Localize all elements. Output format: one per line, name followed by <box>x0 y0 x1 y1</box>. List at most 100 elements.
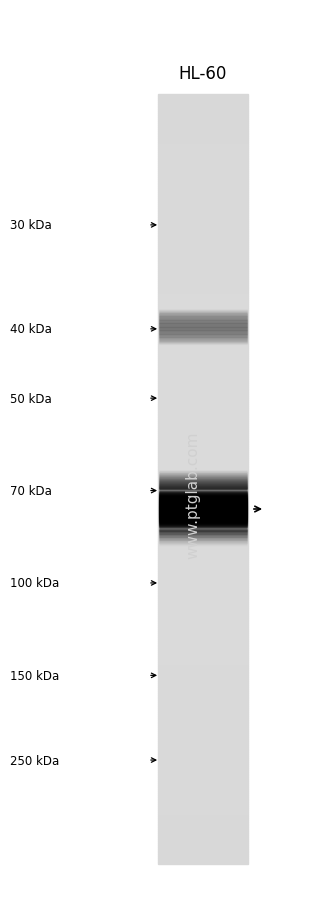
Bar <box>158 462 248 465</box>
Bar <box>158 722 248 723</box>
Bar <box>158 528 248 529</box>
Bar <box>158 526 248 528</box>
Bar <box>158 162 248 164</box>
Bar <box>158 141 248 143</box>
Bar <box>158 805 248 806</box>
Bar <box>158 618 248 620</box>
Bar <box>158 241 248 243</box>
Bar <box>158 514 248 516</box>
Bar <box>158 739 248 741</box>
Bar <box>158 273 248 276</box>
Bar <box>158 278 248 280</box>
Bar <box>158 852 248 854</box>
Bar <box>158 856 248 859</box>
Bar <box>158 791 248 793</box>
Bar <box>158 732 248 733</box>
Bar <box>158 208 248 210</box>
Bar <box>158 226 248 227</box>
Bar <box>158 539 248 541</box>
Bar <box>158 227 248 229</box>
Bar <box>158 550 248 553</box>
Text: 70 kDa: 70 kDa <box>10 484 52 498</box>
Bar <box>158 574 248 575</box>
Bar <box>158 762 248 764</box>
Bar <box>158 322 248 324</box>
Bar <box>158 591 248 593</box>
Bar <box>158 237 248 239</box>
Bar <box>158 803 248 805</box>
Bar <box>158 594 248 597</box>
Bar <box>158 779 248 781</box>
Bar <box>158 105 248 106</box>
Bar <box>158 647 248 649</box>
Bar <box>158 766 248 768</box>
Bar <box>158 220 248 222</box>
Bar <box>158 389 248 391</box>
Bar <box>158 614 248 616</box>
Bar <box>158 262 248 264</box>
Bar <box>158 316 248 318</box>
Bar <box>158 824 248 825</box>
Bar <box>158 188 248 189</box>
Bar <box>158 222 248 224</box>
Bar <box>158 375 248 378</box>
Bar <box>158 358 248 360</box>
Text: 250 kDa: 250 kDa <box>10 754 59 767</box>
Bar <box>158 166 248 168</box>
Bar <box>158 845 248 847</box>
Bar <box>158 570 248 572</box>
Bar <box>158 749 248 750</box>
Bar <box>158 837 248 839</box>
Bar <box>158 616 248 618</box>
Bar <box>158 210 248 212</box>
Bar <box>158 397 248 399</box>
Bar <box>158 429 248 431</box>
Bar <box>158 499 248 501</box>
Bar <box>158 676 248 677</box>
Bar <box>158 509 248 511</box>
Bar <box>158 198 248 200</box>
Bar <box>158 796 248 798</box>
Bar <box>158 816 248 818</box>
Bar <box>158 585 248 587</box>
Bar <box>158 235 248 237</box>
Bar <box>158 261 248 262</box>
Bar <box>158 652 248 655</box>
Bar <box>158 118 248 120</box>
Bar <box>158 835 248 837</box>
Bar <box>158 161 248 162</box>
Bar <box>158 798 248 801</box>
Bar <box>158 564 248 566</box>
Bar <box>158 95 248 97</box>
Bar <box>158 649 248 650</box>
Bar <box>158 495 248 497</box>
Bar <box>158 621 248 623</box>
Bar <box>158 351 248 353</box>
Bar <box>158 334 248 336</box>
Bar <box>158 191 248 193</box>
Bar <box>158 695 248 696</box>
Bar <box>158 327 248 329</box>
Bar <box>158 599 248 601</box>
Bar <box>158 345 248 346</box>
Bar <box>158 723 248 725</box>
Bar <box>158 372 248 373</box>
Bar <box>158 789 248 791</box>
Bar <box>158 431 248 433</box>
Bar <box>158 713 248 714</box>
Bar <box>158 149 248 151</box>
Bar <box>158 670 248 672</box>
Bar <box>158 568 248 570</box>
Bar <box>158 112 248 115</box>
Bar <box>158 628 248 630</box>
Bar <box>158 326 248 327</box>
Bar <box>158 752 248 754</box>
Bar <box>158 660 248 662</box>
Bar <box>158 448 248 451</box>
Bar <box>158 769 248 772</box>
Bar <box>158 825 248 827</box>
Bar <box>158 645 248 647</box>
Bar <box>158 643 248 645</box>
Bar <box>158 383 248 385</box>
Bar <box>158 378 248 380</box>
